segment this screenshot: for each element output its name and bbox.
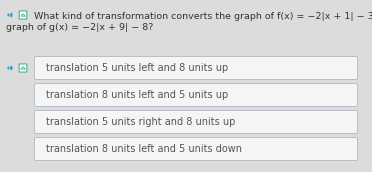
Text: translation 5 units right and 8 units up: translation 5 units right and 8 units up	[46, 117, 235, 127]
FancyBboxPatch shape	[35, 56, 357, 79]
FancyBboxPatch shape	[19, 64, 27, 72]
Text: translation 5 units left and 8 units up: translation 5 units left and 8 units up	[46, 63, 228, 73]
FancyBboxPatch shape	[35, 110, 357, 133]
Text: graph of g(x) = −2|x + 9| − 8?: graph of g(x) = −2|x + 9| − 8?	[6, 23, 153, 32]
FancyBboxPatch shape	[19, 11, 27, 19]
FancyBboxPatch shape	[35, 83, 357, 106]
FancyBboxPatch shape	[35, 137, 357, 160]
Text: What kind of transformation converts the graph of f(x) = −2|x + 1| − 3 into the: What kind of transformation converts the…	[34, 12, 372, 21]
Text: translation 8 units left and 5 units down: translation 8 units left and 5 units dow…	[46, 144, 242, 154]
Polygon shape	[7, 66, 9, 70]
Text: translation 8 units left and 5 units up: translation 8 units left and 5 units up	[46, 90, 228, 100]
Polygon shape	[7, 13, 9, 17]
